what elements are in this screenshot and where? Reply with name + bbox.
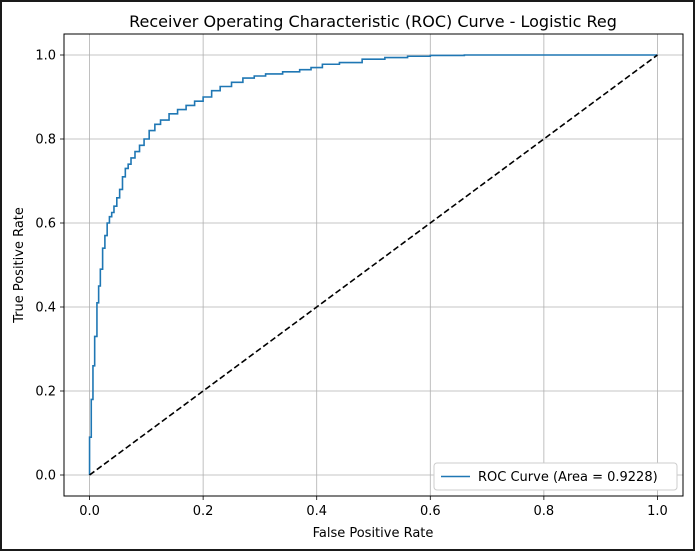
x-tick-label: 0.6: [420, 504, 441, 519]
y-axis-label: True Positive Rate: [12, 207, 27, 324]
chart-title: Receiver Operating Characteristic (ROC) …: [129, 12, 617, 31]
y-tick-label: 0.8: [35, 133, 56, 148]
x-tick-label: 0.2: [193, 504, 214, 519]
ticks: 0.0 0.2 0.4 0.6 0.8 1.0 0.0 0.2 0.4 0.6 0.8 1.0: [35, 49, 667, 520]
legend-box: [433, 462, 678, 491]
y-tick-label: 0.2: [35, 385, 56, 400]
x-tick-label: 0.0: [79, 504, 100, 519]
x-tick-label: 1.0: [647, 504, 668, 519]
x-axis-label: False Positive Rate: [313, 526, 434, 541]
x-tick-label: 0.8: [534, 504, 555, 519]
y-tick-label: 0.0: [35, 469, 56, 484]
x-tick-label: 0.4: [306, 504, 327, 519]
diagonal-reference-line: [89, 54, 658, 476]
series-layer: [88, 54, 658, 476]
legend: ROC Curve (Area = 0.9228): [433, 462, 678, 491]
roc-curve-line: [88, 54, 658, 475]
legend-label: ROC Curve (Area = 0.9228): [478, 470, 658, 485]
y-tick-label: 0.4: [35, 301, 56, 316]
y-tick-label: 1.0: [35, 49, 56, 64]
y-tick-label: 0.6: [35, 217, 56, 232]
plot-area: [63, 33, 684, 497]
